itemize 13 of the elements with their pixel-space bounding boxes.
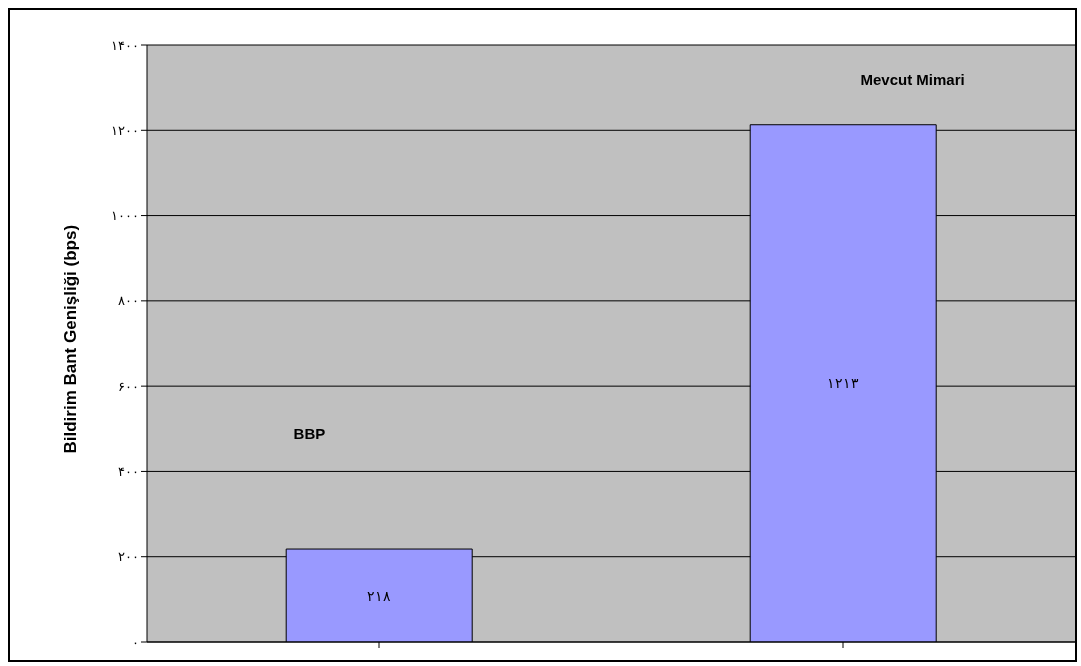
y-tick-label: ۶۰۰ [118, 378, 139, 394]
data-label: ۱۲۱۳ [827, 375, 860, 392]
y-tick-label: ۱۲۰۰ [111, 122, 139, 138]
y-tick-label: ۰ [132, 634, 139, 650]
y-tick-label: ۲۰۰ [118, 549, 139, 565]
annotation: BBP [293, 424, 326, 442]
annotation: Mevcut Mimari [860, 70, 965, 88]
y-tick-label: ۱۴۰۰ [111, 37, 139, 53]
y-tick-label: ۴۰۰ [118, 464, 139, 480]
y-tick-label: ۸۰۰ [118, 293, 139, 309]
y-tick-label: ۱۰۰۰ [111, 208, 139, 224]
data-label: ۲۱۸ [367, 587, 392, 604]
y-axis-title: Bildirim Bant Genişliği (bps) [61, 224, 81, 454]
